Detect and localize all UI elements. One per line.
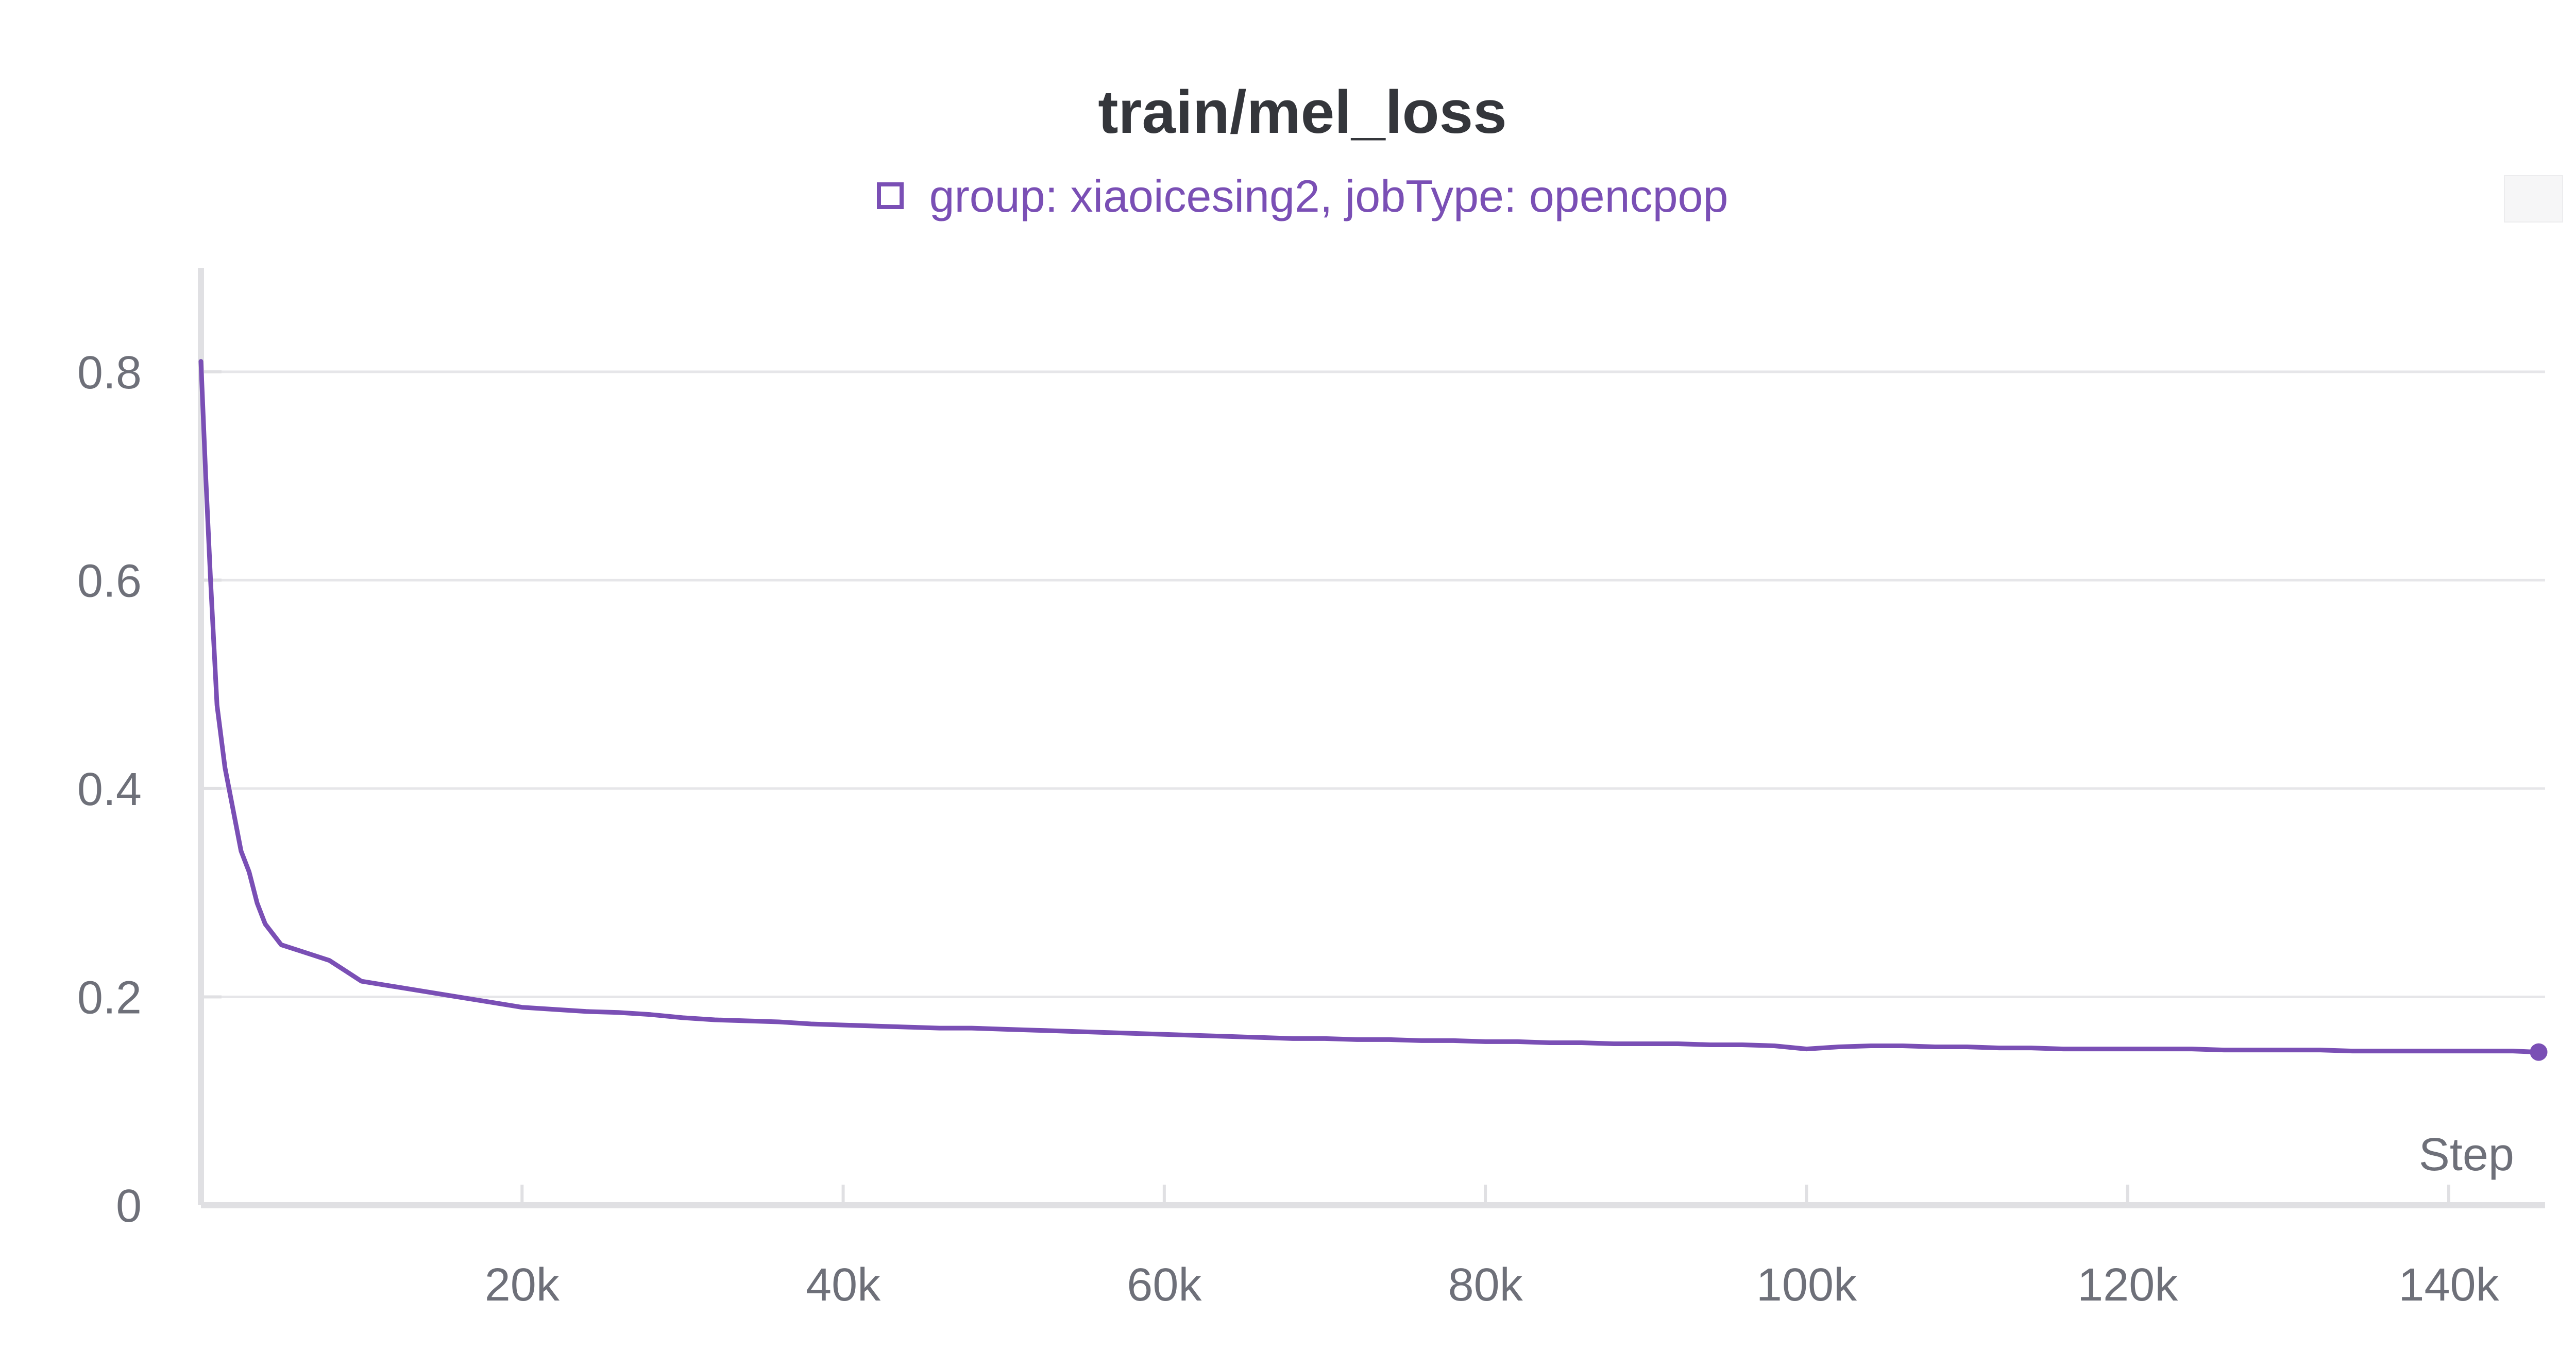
chart-title: train/mel_loss: [1098, 78, 1507, 146]
series-endpoint-marker: [2530, 1043, 2548, 1061]
grid-lines: [201, 370, 2545, 998]
series-line: [198, 359, 2541, 1055]
series-group: [198, 359, 2548, 1061]
y-tick-label: 0.6: [77, 555, 142, 607]
legend-swatch-icon: [876, 182, 904, 209]
x-tick-label: 20k: [485, 1259, 560, 1311]
y-tick-label: 0.8: [77, 347, 142, 399]
y-tick-label: 0: [116, 1181, 142, 1232]
x-tick-label: 120k: [2077, 1259, 2178, 1311]
y-tick-label: 0.2: [77, 972, 142, 1023]
x-tick-label: 80k: [1448, 1259, 1523, 1311]
legend[interactable]: group: xiaoicesing2, jobType: opencpop: [0, 170, 2576, 223]
x-tick-label: 140k: [2398, 1259, 2499, 1311]
axes: [198, 268, 2545, 1208]
legend-series-name: group: xiaoicesing2, jobType: opencpop: [929, 170, 1728, 221]
x-tick-label: 60k: [1127, 1259, 1202, 1311]
x-tick-label: 100k: [1756, 1259, 1857, 1311]
legend-expand-button[interactable]: [2504, 175, 2563, 223]
x-axis-label: Step: [2419, 1129, 2514, 1181]
y-tick-label: 0.4: [77, 764, 142, 815]
x-tick-label: 40k: [806, 1259, 881, 1311]
tick-labels: 0 0.2 0.4 0.6 0.8 20k 40k 60k 80k 100k 120k 140k: [77, 347, 2500, 1311]
